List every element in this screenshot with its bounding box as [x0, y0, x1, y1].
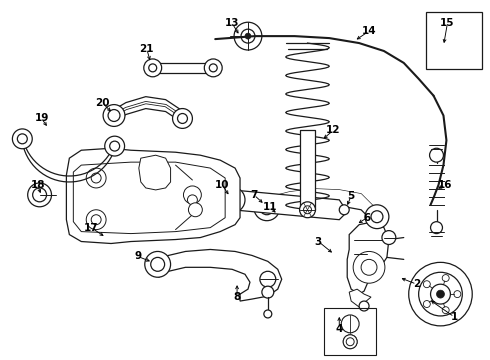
Circle shape [448, 33, 460, 45]
Text: 10: 10 [215, 180, 229, 190]
Circle shape [241, 29, 255, 43]
Text: 1: 1 [451, 312, 458, 322]
Polygon shape [156, 249, 282, 301]
Circle shape [105, 136, 124, 156]
Circle shape [262, 286, 274, 298]
Circle shape [260, 201, 274, 215]
Circle shape [103, 105, 125, 126]
Circle shape [204, 59, 222, 77]
Text: 14: 14 [362, 26, 376, 36]
Circle shape [454, 291, 461, 298]
Circle shape [339, 205, 349, 215]
Text: 16: 16 [438, 180, 453, 190]
Circle shape [430, 148, 443, 162]
Polygon shape [446, 23, 462, 27]
Circle shape [91, 173, 101, 183]
Circle shape [245, 33, 251, 39]
Text: 7: 7 [250, 190, 258, 200]
Polygon shape [349, 289, 371, 307]
Text: 6: 6 [364, 213, 370, 223]
Circle shape [172, 109, 193, 129]
Circle shape [359, 301, 369, 311]
Circle shape [219, 187, 245, 213]
Circle shape [260, 271, 276, 287]
Circle shape [409, 262, 472, 326]
Polygon shape [66, 148, 240, 243]
Circle shape [108, 109, 120, 121]
Circle shape [418, 272, 462, 316]
Circle shape [299, 202, 316, 218]
Circle shape [431, 284, 450, 304]
Circle shape [371, 211, 383, 223]
Circle shape [442, 307, 449, 314]
Circle shape [91, 215, 101, 225]
Circle shape [149, 64, 157, 72]
Text: 17: 17 [84, 222, 98, 233]
Text: 4: 4 [336, 324, 343, 334]
Circle shape [151, 257, 165, 271]
Circle shape [343, 335, 357, 349]
Circle shape [303, 206, 312, 214]
Polygon shape [347, 222, 389, 294]
Text: 18: 18 [30, 180, 45, 190]
Polygon shape [74, 162, 225, 234]
Circle shape [343, 335, 357, 349]
Polygon shape [227, 190, 347, 220]
Circle shape [209, 64, 217, 72]
Circle shape [188, 195, 197, 205]
Text: 15: 15 [440, 18, 455, 28]
Circle shape [361, 260, 377, 275]
Text: 12: 12 [326, 125, 341, 135]
Circle shape [189, 203, 202, 217]
Circle shape [177, 113, 188, 123]
Circle shape [234, 22, 262, 50]
Circle shape [437, 290, 444, 298]
Circle shape [225, 193, 239, 207]
Circle shape [12, 129, 32, 149]
Circle shape [17, 134, 27, 144]
Polygon shape [267, 189, 377, 226]
Circle shape [254, 195, 280, 221]
Text: 13: 13 [225, 18, 239, 28]
Circle shape [264, 310, 272, 318]
Circle shape [442, 275, 449, 282]
FancyBboxPatch shape [426, 12, 482, 69]
Circle shape [423, 281, 430, 288]
Text: 11: 11 [263, 202, 277, 212]
Circle shape [145, 251, 171, 277]
Circle shape [86, 210, 106, 230]
Circle shape [28, 183, 51, 207]
Text: 20: 20 [95, 98, 109, 108]
Circle shape [110, 141, 120, 151]
Circle shape [183, 186, 201, 204]
Text: 21: 21 [140, 44, 154, 54]
Polygon shape [299, 130, 316, 210]
Circle shape [33, 188, 47, 202]
Text: 2: 2 [413, 279, 420, 289]
Circle shape [442, 27, 466, 51]
Text: 19: 19 [34, 113, 49, 123]
Polygon shape [153, 63, 213, 73]
Text: 9: 9 [134, 251, 142, 261]
Circle shape [144, 59, 162, 77]
Circle shape [341, 315, 359, 333]
Text: 3: 3 [315, 237, 322, 247]
Circle shape [365, 205, 389, 229]
Text: 8: 8 [233, 292, 241, 302]
Polygon shape [139, 155, 171, 190]
Circle shape [353, 251, 385, 283]
Circle shape [346, 338, 354, 346]
Circle shape [431, 222, 442, 234]
Circle shape [423, 301, 430, 307]
Text: 5: 5 [347, 191, 355, 201]
Circle shape [86, 168, 106, 188]
Circle shape [382, 231, 396, 244]
